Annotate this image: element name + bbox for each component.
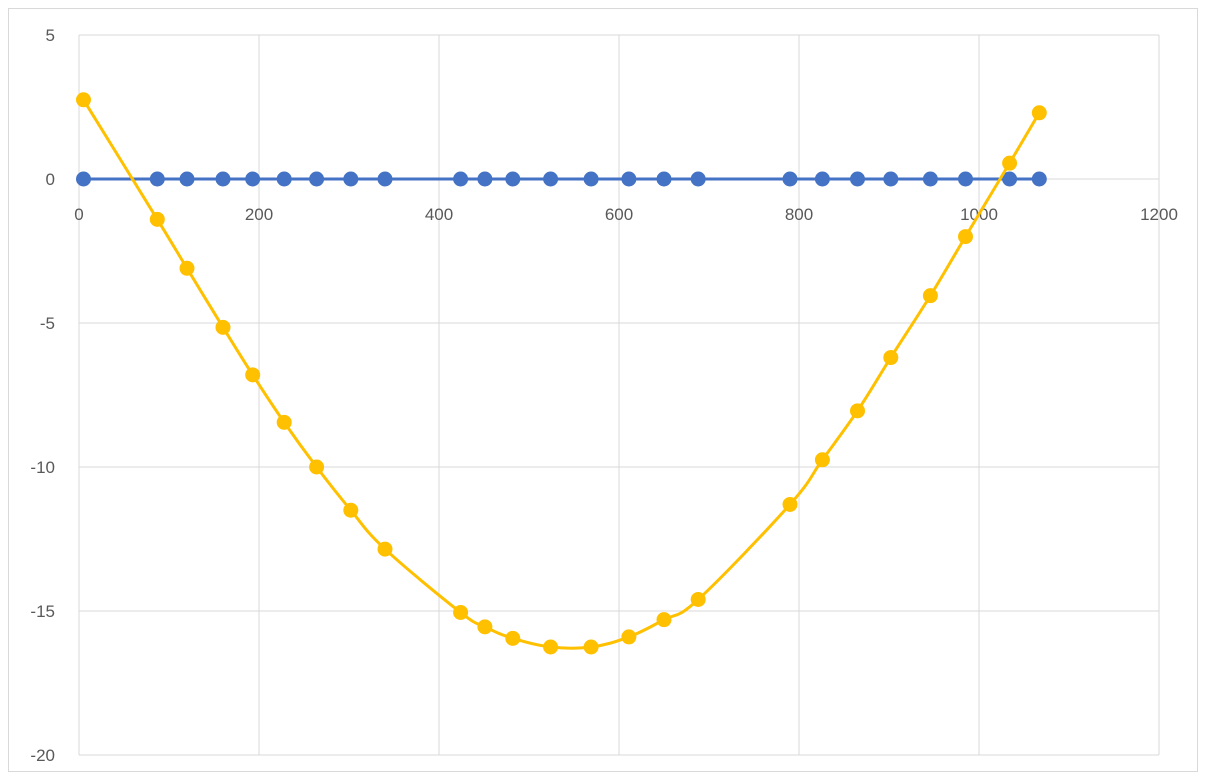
series-2-point: [309, 459, 325, 475]
series-1-point: [149, 171, 165, 187]
series-2-point: [343, 502, 359, 518]
series-2-point: [1031, 105, 1047, 121]
series-2-point: [621, 629, 637, 645]
gridlines: [78, 34, 1160, 756]
series-2-point: [690, 591, 706, 607]
series-1-point: [814, 171, 830, 187]
series-2-point: [505, 630, 521, 646]
series-1-point: [343, 171, 359, 187]
x-tick-label: 0: [74, 205, 83, 224]
y-tick-label: -15: [30, 602, 55, 621]
series-2-point: [922, 288, 938, 304]
series-1-point: [656, 171, 672, 187]
series-1-point: [583, 171, 599, 187]
y-axis-tick-labels: 5 0 -5 -10 -15 -20: [30, 26, 55, 765]
series-2-point: [245, 367, 261, 383]
series-1-point: [690, 171, 706, 187]
series-2-point: [179, 260, 195, 276]
series-1: [76, 171, 1047, 187]
series-1-point: [1031, 171, 1047, 187]
series-1-point: [179, 171, 195, 187]
series-1-point: [782, 171, 798, 187]
x-tick-label: 400: [425, 205, 453, 224]
series-1-point: [276, 171, 292, 187]
series-2-point: [850, 403, 865, 419]
series-2-point: [583, 639, 599, 655]
y-tick-label: -10: [30, 458, 55, 477]
series-1-point: [850, 171, 865, 187]
x-tick-label: 200: [245, 205, 273, 224]
y-tick-label: 5: [46, 26, 55, 45]
series-1-point: [76, 171, 91, 187]
series-2-point: [1002, 155, 1018, 171]
series-2-point: [543, 639, 559, 655]
series-1-point: [309, 171, 325, 187]
series-1-point: [958, 171, 973, 187]
series-2-point: [814, 452, 830, 468]
series-2: [76, 92, 1047, 655]
series-1-point: [922, 171, 938, 187]
y-tick-label: 0: [46, 170, 55, 189]
series-2-point: [149, 211, 165, 227]
series-2-point: [883, 350, 899, 366]
x-tick-label: 800: [785, 205, 813, 224]
x-tick-label: 1200: [1140, 205, 1178, 224]
series-1-point: [621, 171, 637, 187]
series-1-point: [505, 171, 521, 187]
series-1-point: [1002, 171, 1018, 187]
series-2-point: [76, 92, 91, 108]
series-2-point: [958, 229, 973, 245]
series-1-point: [543, 171, 559, 187]
series-1-point: [883, 171, 899, 187]
series-2-point: [477, 619, 493, 635]
series-2-point: [215, 319, 231, 335]
series-2-point: [782, 496, 798, 512]
series-2-point: [377, 541, 393, 557]
series-1-point: [215, 171, 231, 187]
series-1-point: [245, 171, 261, 187]
series-1-point: [377, 171, 393, 187]
series-2-point: [453, 604, 469, 620]
series-2-point: [276, 414, 292, 430]
series-1-point: [453, 171, 469, 187]
x-axis-tick-labels: 0 200 400 600 800 1000 1200: [74, 205, 1178, 224]
x-tick-label: 600: [605, 205, 633, 224]
series-2-point: [656, 612, 672, 628]
series-1-point: [477, 171, 493, 187]
y-tick-label: -5: [40, 314, 55, 333]
y-tick-label: -20: [30, 746, 55, 765]
